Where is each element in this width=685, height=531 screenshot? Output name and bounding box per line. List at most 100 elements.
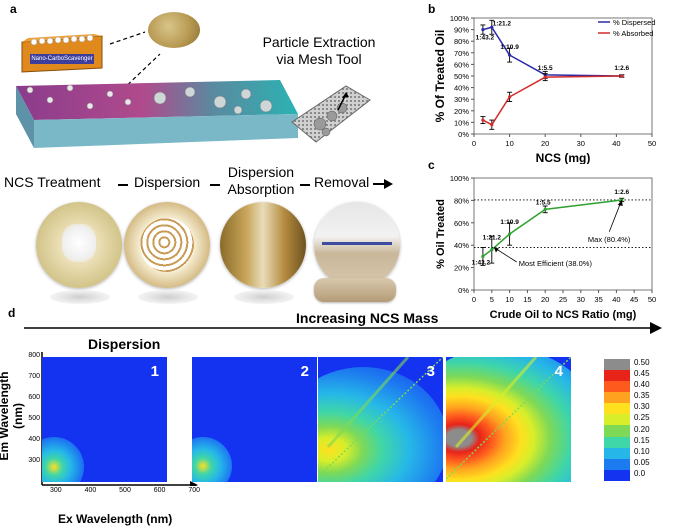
colorbar-label: 0.10 bbox=[634, 446, 650, 456]
photo-removal-strip bbox=[314, 278, 396, 302]
y-axis-label: % Of Treated Oil bbox=[433, 30, 447, 123]
colorbar-swatch bbox=[604, 392, 630, 404]
panel-b-letter: b bbox=[428, 2, 436, 16]
step-dash-1 bbox=[118, 184, 128, 186]
colorbar-label: 0.0 bbox=[634, 468, 646, 478]
step-dispersion-absorption: Dispersion Absorption bbox=[227, 164, 295, 197]
colorbar-swatch bbox=[604, 469, 630, 481]
eem-ytick: 400 bbox=[28, 436, 40, 443]
eem-panel-4: 4 bbox=[446, 357, 571, 482]
eem-xticks: 300 400 500 600 700 bbox=[50, 487, 200, 494]
eem-xtick: 300 bbox=[50, 487, 62, 494]
x-tick-label: 20 bbox=[541, 139, 549, 148]
x-tick-label: 30 bbox=[577, 139, 585, 148]
x-tick-label: 50 bbox=[648, 139, 656, 148]
x-axis-label: Crude Oil to NCS Ratio (mg) bbox=[490, 309, 637, 321]
colorbar-label: 0.40 bbox=[634, 380, 650, 390]
series-line bbox=[482, 199, 622, 257]
mesh-tool-icon bbox=[291, 85, 371, 143]
oil-slab-illustration bbox=[16, 80, 298, 148]
colorbar-swatch bbox=[604, 414, 630, 426]
point-label: 1:43.2 bbox=[476, 35, 495, 42]
photo-dispersion-absorption bbox=[220, 202, 306, 288]
eem-ytick: 600 bbox=[28, 394, 40, 401]
increasing-arrow-icon bbox=[24, 322, 662, 334]
legend-label: % Absorbed bbox=[613, 29, 653, 38]
data-point bbox=[508, 95, 512, 99]
colorbar-label: 0.30 bbox=[634, 402, 650, 412]
eem-xtick: 600 bbox=[153, 487, 166, 494]
eem-panel-2: 2 bbox=[192, 357, 317, 482]
ncs-box-label: Nano-CarboScavenger bbox=[31, 56, 93, 62]
data-point bbox=[508, 53, 512, 57]
x-tick-label: 35 bbox=[594, 295, 602, 304]
colorbar-swatch bbox=[604, 370, 630, 382]
step-dash-3 bbox=[300, 184, 310, 186]
colorbar-label: 0.25 bbox=[634, 413, 650, 423]
x-tick-label: 0 bbox=[472, 295, 476, 304]
photo-removal bbox=[314, 202, 400, 288]
photo-ncs-treatment bbox=[36, 202, 122, 288]
extraction-title: Particle Extraction via Mesh Tool bbox=[262, 34, 376, 67]
point-label: 1:2.6 bbox=[614, 65, 629, 72]
y-tick-label: 0% bbox=[458, 286, 469, 295]
y-tick-label: 20% bbox=[454, 264, 469, 273]
colorbar-labels: 0.50 0.45 0.40 0.35 0.30 0.25 0.20 0.15 … bbox=[634, 357, 674, 479]
annotation-arrowhead bbox=[617, 199, 623, 206]
legend-label: % Dispersed bbox=[613, 18, 656, 27]
y-tick-label: 70% bbox=[454, 49, 469, 58]
point-label: 1:10.9 bbox=[500, 219, 519, 226]
eem-ytick: 700 bbox=[28, 373, 40, 380]
point-label: 1:5.5 bbox=[538, 65, 553, 72]
eem-yticks: 800 700 600 500 400 300 bbox=[20, 352, 40, 478]
chart-b: 0% 10% 20% 30% 40% 50% 60% 70% 80% 90% 100% 0 10 20 30… bbox=[430, 4, 682, 169]
point-label: 1:5.5 bbox=[536, 199, 551, 206]
y-tick-label: 100% bbox=[450, 174, 470, 183]
data-point bbox=[490, 25, 494, 29]
colorbar-label: 0.20 bbox=[634, 424, 650, 434]
step-dispersion: Dispersion bbox=[134, 174, 201, 190]
x-tick-label: 40 bbox=[612, 139, 620, 148]
point-label: 1:2.6 bbox=[614, 189, 629, 196]
annotation-text: Max (80.4%) bbox=[588, 235, 631, 244]
x-axis-label: NCS (mg) bbox=[536, 151, 591, 164]
y-tick-label: 40% bbox=[454, 241, 469, 250]
y-tick-label: 50% bbox=[454, 72, 469, 81]
x-tick-label: 50 bbox=[648, 295, 656, 304]
data-point bbox=[543, 207, 547, 211]
data-point bbox=[543, 75, 547, 79]
y-tick-label: 80% bbox=[454, 196, 469, 205]
colorbar-label: 0.05 bbox=[634, 457, 650, 467]
data-point bbox=[481, 28, 485, 32]
increasing-arrow-label: Increasing NCS Mass bbox=[296, 310, 439, 326]
point-label: 1:10.9 bbox=[500, 44, 519, 51]
x-tick-label: 10 bbox=[505, 295, 513, 304]
y-tick-label: 100% bbox=[450, 14, 470, 23]
point-label: 1:43.2 bbox=[472, 259, 491, 266]
photo-dispersion bbox=[124, 202, 210, 288]
data-point bbox=[481, 118, 485, 122]
data-point bbox=[490, 248, 494, 252]
x-tick-label: 30 bbox=[577, 295, 585, 304]
panel-a-letter: a bbox=[10, 2, 17, 16]
photo-shadow-3 bbox=[234, 290, 294, 304]
ncs-box-icon bbox=[21, 34, 103, 73]
eem-panel-number: 3 bbox=[426, 363, 435, 380]
y-tick-label: 80% bbox=[454, 37, 469, 46]
eem-xtick: 700 bbox=[188, 487, 200, 494]
y-axis-label: % Oil Treated bbox=[435, 199, 447, 269]
colorbar-label: 0.35 bbox=[634, 391, 650, 401]
x-tick-label: 20 bbox=[541, 295, 549, 304]
colorbar-swatch bbox=[604, 403, 630, 415]
data-point bbox=[481, 254, 485, 258]
x-tick-label: 40 bbox=[612, 295, 620, 304]
panel-d-letter: d bbox=[8, 306, 16, 320]
y-tick-label: 30% bbox=[454, 95, 469, 104]
photo-shadow-1 bbox=[50, 290, 110, 304]
eem-panel-number: 4 bbox=[554, 363, 563, 380]
x-tick-label: 15 bbox=[523, 295, 531, 304]
x-tick-label: 0 bbox=[472, 139, 476, 148]
chart-b-svg: 0% 10% 20% 30% 40% 50% 60% 70% 80% 90% 100% 0 10 20 30… bbox=[433, 14, 656, 165]
y-tick-label: 40% bbox=[454, 84, 469, 93]
eem-panel-number: 1 bbox=[150, 363, 159, 380]
